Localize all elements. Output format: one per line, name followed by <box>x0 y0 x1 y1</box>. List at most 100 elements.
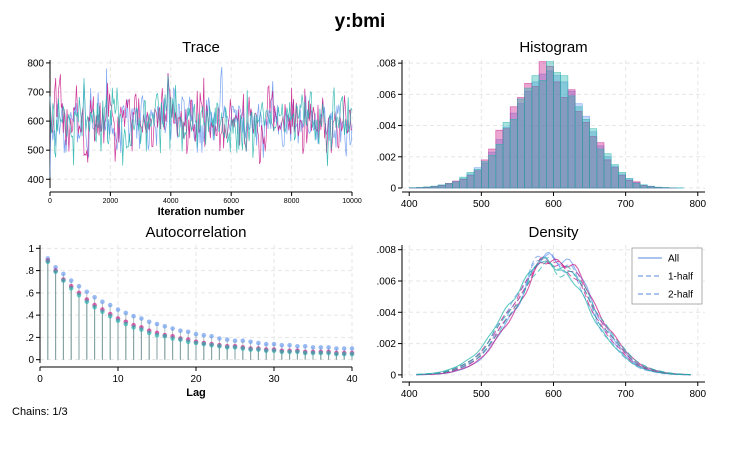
acf-point <box>107 302 113 308</box>
acf-point <box>170 326 175 331</box>
acf-point <box>232 338 238 344</box>
hist-bar <box>517 98 525 189</box>
acf-point <box>295 349 300 355</box>
acf-point <box>334 346 339 351</box>
acf-point <box>232 345 238 350</box>
hist-bar <box>524 87 533 189</box>
acf-point <box>279 342 285 348</box>
chains-note: Chains: 1/3 <box>12 406 68 418</box>
x-axis-label: Iteration number <box>158 206 246 218</box>
acf-point <box>45 259 51 265</box>
y-tick-label: 800 <box>27 58 44 69</box>
acf-point <box>209 342 214 348</box>
y-tick-label: .004 <box>377 121 397 132</box>
y-tick-label: .4 <box>26 311 35 322</box>
legend-label: 1-half <box>668 272 693 283</box>
x-tick-label: 40 <box>346 374 358 385</box>
x-tick-label: 700 <box>617 199 634 210</box>
hist-bar <box>582 119 590 189</box>
acf-point <box>154 332 160 338</box>
density-curve <box>416 261 691 376</box>
hist-bar <box>553 72 561 189</box>
x-tick-label: 0 <box>37 374 43 385</box>
hist-bar <box>560 75 569 189</box>
x-axis-label: Lag <box>186 387 206 399</box>
acf-point <box>248 339 253 345</box>
acf-point <box>349 351 355 357</box>
hist-bar <box>545 61 554 189</box>
hist-bar <box>466 172 475 189</box>
acf-point <box>271 348 277 354</box>
hist-bar <box>444 183 453 189</box>
acf-point <box>76 292 82 298</box>
y-tick-label: 0 <box>390 370 396 381</box>
hist-bar <box>481 161 489 189</box>
acf-point <box>287 342 292 348</box>
y-tick-label: .8 <box>26 266 35 277</box>
histogram-panel: 0 .002 .004 .006 .008 400 500 600 700 800 Histogra… <box>377 39 707 210</box>
hist-bar <box>639 184 648 189</box>
y-tick-label: 400 <box>27 175 44 186</box>
acf-point <box>217 344 222 349</box>
panel-title: Histogram <box>519 39 587 56</box>
x-tick-label: 6000 <box>223 198 239 205</box>
y-tick-label: 1 <box>28 244 34 255</box>
trace-line-chain-2 <box>49 72 353 164</box>
acf-point <box>201 341 207 347</box>
acf-point <box>185 329 191 335</box>
acf-point <box>146 319 152 325</box>
acf-point <box>310 350 316 356</box>
acf-point <box>131 325 136 330</box>
acf-point <box>123 321 129 327</box>
acf-point <box>170 336 175 341</box>
x-tick-label: 500 <box>473 199 490 210</box>
acf-point <box>92 305 97 310</box>
hist-bar <box>574 106 583 189</box>
legend-label: 2-half <box>668 290 693 301</box>
trace-line-chain-3 <box>49 75 353 167</box>
acf-point <box>209 334 214 339</box>
acf-point <box>162 334 168 339</box>
y-tick-label: 0 <box>28 355 34 366</box>
hist-bar <box>567 95 576 189</box>
acf-point <box>193 340 199 346</box>
x-tick-label: 10 <box>112 374 124 385</box>
x-tick-label: 800 <box>689 389 706 400</box>
y-tick-label: .006 <box>377 276 397 287</box>
density-curve <box>416 260 691 375</box>
acf-point <box>84 289 90 295</box>
y-tick-label: .004 <box>377 308 397 319</box>
acf-point <box>287 349 292 355</box>
acf-point <box>326 345 331 350</box>
acf-point <box>217 336 222 341</box>
hist-bar <box>452 181 460 189</box>
acf-point <box>279 349 285 355</box>
hist-bar <box>473 169 482 189</box>
acf-point <box>100 299 105 305</box>
acf-point <box>115 318 121 324</box>
acf-point <box>76 283 82 289</box>
acf-point <box>61 278 66 283</box>
y-tick-label: .002 <box>377 339 397 350</box>
acf-point <box>302 350 308 356</box>
panel-title: Density <box>528 224 579 241</box>
x-tick-label: 30 <box>268 374 280 385</box>
acf-point <box>107 313 113 319</box>
acf-point <box>115 307 121 312</box>
y-tick-label: 600 <box>27 117 44 128</box>
y-tick-label: .008 <box>377 245 397 256</box>
hist-bar <box>632 183 641 189</box>
hist-bar <box>646 185 655 189</box>
hist-bar <box>654 186 662 189</box>
y-tick-label: .6 <box>26 288 35 299</box>
acf-point <box>162 324 168 329</box>
acf-point <box>310 345 316 350</box>
acf-point <box>193 331 199 337</box>
y-tick-label: .006 <box>377 90 397 101</box>
x-tick-label: 600 <box>545 199 562 210</box>
acf-point <box>256 340 261 346</box>
x-tick-label: 500 <box>473 389 490 400</box>
